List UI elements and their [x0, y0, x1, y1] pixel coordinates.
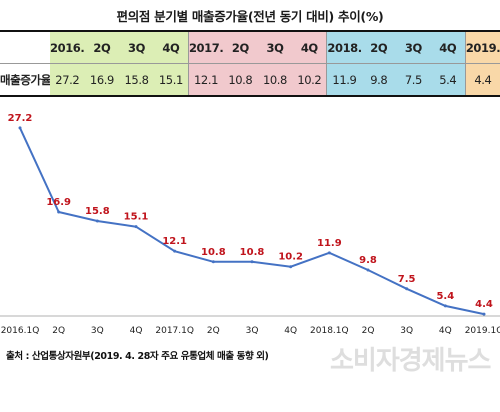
table-header-cell: 2018.1Q — [326, 30, 362, 64]
data-label: 27.2 — [8, 113, 33, 124]
x-tick-label: 3Q — [400, 326, 413, 336]
watermark-logo: 소비자경제뉴스 — [330, 346, 491, 376]
data-label: 15.8 — [85, 206, 110, 217]
data-point — [443, 304, 447, 308]
table-row-label: 매출증가율 — [0, 63, 50, 97]
table-value-cell: 11.9 — [326, 63, 362, 97]
table-value-cell: 10.8 — [223, 63, 258, 97]
table-value-cell: 15.1 — [153, 63, 189, 97]
table-header-row: 2016.1Q 2Q 3Q 4Q 2017.1Q 2Q 3Q 4Q 2018.1… — [0, 30, 500, 64]
data-label: 4.4 — [475, 299, 493, 310]
table-header-cell: 2019.1Q — [465, 30, 500, 64]
data-label: 10.2 — [278, 252, 303, 263]
line-chart: 27.2 2016.1Q 16.9 2Q 15.8 3Q 15.1 4Q 12.1 2017.1Q… — [0, 113, 500, 336]
data-label: 15.1 — [124, 212, 149, 223]
table-header-cell: 3Q — [396, 30, 431, 64]
x-tick-label: 2Q — [362, 326, 375, 336]
table-header-cell: 2Q — [361, 30, 397, 64]
table-header-cell: 4Q — [153, 30, 189, 64]
table-value-cell: 10.2 — [292, 63, 328, 97]
table-value-row: 매출증가율 27.2 16.9 15.8 15.1 12.1 10.8 10.8… — [0, 63, 500, 97]
x-tick-label: 2019.1Q — [465, 326, 500, 336]
data-point — [250, 260, 254, 264]
data-point — [134, 225, 138, 229]
x-tick-label: 3Q — [246, 326, 259, 336]
table-value-cell: 5.4 — [430, 63, 466, 97]
data-label: 10.8 — [240, 247, 265, 258]
x-tick-label: 4Q — [284, 326, 297, 336]
quarter-table: 2016.1Q 2Q 3Q 4Q 2017.1Q 2Q 3Q 4Q 2018.1… — [0, 30, 500, 97]
x-tick-label: 2Q — [52, 326, 65, 336]
table-value-cell: 4.4 — [465, 63, 500, 97]
table-corner-cell — [0, 30, 50, 64]
x-tick-label: 4Q — [130, 326, 143, 336]
x-tick-label: 3Q — [91, 326, 104, 336]
data-point — [95, 219, 99, 223]
table-header-cell: 4Q — [430, 30, 466, 64]
table-header-cell: 2016.1Q — [50, 30, 85, 64]
x-tick-label: 2018.1Q — [310, 326, 349, 336]
series-line — [19, 127, 485, 316]
data-point — [173, 249, 177, 253]
table-header-cell: 2Q — [223, 30, 258, 64]
data-label: 12.1 — [162, 236, 187, 247]
table-header-cell: 4Q — [292, 30, 328, 64]
data-label: 16.9 — [46, 197, 71, 208]
chart-title: 편의점 분기별 매출증가율(전년 동기 대비) 추이(%) — [116, 9, 384, 24]
table-header-cell: 2017.1Q — [188, 30, 224, 64]
table-header-cell: 2Q — [84, 30, 120, 64]
data-point — [405, 287, 409, 291]
table-value-cell: 7.5 — [396, 63, 431, 97]
data-point — [289, 265, 293, 269]
data-point — [327, 251, 331, 255]
data-label: 7.5 — [398, 274, 416, 285]
table-value-cell: 16.9 — [84, 63, 120, 97]
source-note: 출처 : 산업통상자원부(2019. 4. 28자 주요 유통업체 매출 동향 … — [6, 351, 269, 362]
data-point — [57, 210, 61, 214]
data-label: 5.4 — [436, 291, 454, 302]
x-tick-label: 2Q — [207, 326, 220, 336]
data-point — [18, 126, 22, 130]
data-label: 9.8 — [359, 255, 377, 266]
data-point — [482, 312, 486, 316]
x-tick-label: 2017.1Q — [155, 326, 194, 336]
x-tick-label: 2016.1Q — [1, 326, 40, 336]
table-header-cell: 3Q — [257, 30, 293, 64]
table-value-cell: 27.2 — [50, 63, 85, 97]
data-point — [211, 260, 215, 264]
table-value-cell: 15.8 — [119, 63, 154, 97]
data-label: 10.8 — [201, 247, 226, 258]
data-label: 11.9 — [317, 238, 342, 249]
table-value-cell: 9.8 — [361, 63, 397, 97]
table-header-cell: 3Q — [119, 30, 154, 64]
data-point — [366, 268, 370, 272]
x-tick-label: 4Q — [439, 326, 452, 336]
table-value-cell: 10.8 — [257, 63, 293, 97]
table-value-cell: 12.1 — [188, 63, 224, 97]
